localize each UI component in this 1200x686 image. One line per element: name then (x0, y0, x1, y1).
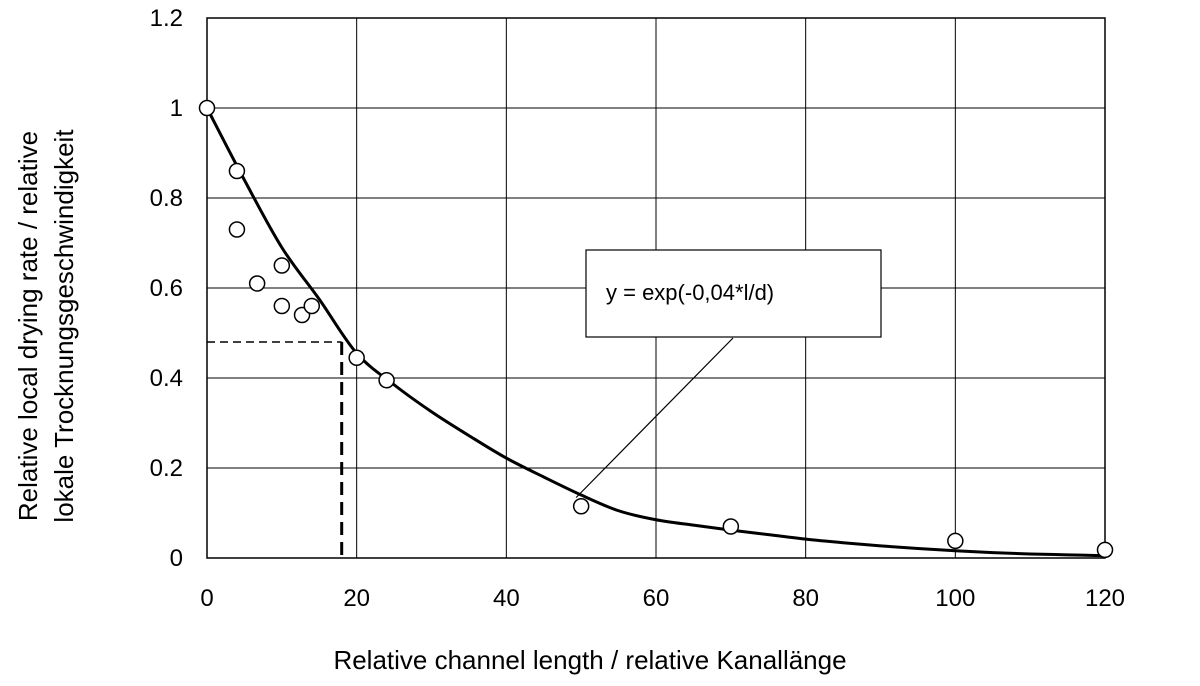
x-tick-label: 120 (1085, 585, 1125, 612)
plot-frame (206, 17, 1106, 559)
data-point (378, 372, 395, 389)
data-point (722, 518, 740, 535)
data-point (228, 162, 246, 180)
y-axis-title-line-2: lokale Trocknungsgeschwindigkeit (49, 129, 79, 523)
data-point (1096, 541, 1114, 559)
x-tick-label: 0 (200, 585, 213, 612)
y-tick-labels: 0 0.2 0.4 0.6 0.8 1 1.2 (150, 5, 183, 572)
y-tick-label: 0.4 (150, 365, 183, 392)
y-tick-label: 0.2 (150, 455, 183, 482)
data-point (348, 349, 365, 366)
x-axis-title: Relative channel length / relative Kanal… (333, 645, 846, 675)
y-tick-label: 0.8 (150, 185, 183, 212)
data-point (248, 275, 266, 292)
reference-lines (207, 341, 344, 558)
x-tick-label: 80 (792, 585, 819, 612)
equation-annotation: y = exp(-0,04*l/d) (585, 249, 882, 338)
data-point (273, 257, 291, 274)
data-point (303, 297, 321, 315)
y-axis-title: Relative local drying rate / relative lo… (13, 129, 79, 523)
annotation-box (585, 249, 882, 338)
annotation-leader-line (575, 337, 734, 498)
data-point (228, 221, 246, 238)
y-tick-label: 1 (170, 95, 183, 122)
y-tick-label: 0.6 (150, 275, 183, 302)
annotation-text: y = exp(-0,04*l/d) (606, 280, 774, 305)
x-tick-label: 100 (935, 585, 975, 612)
y-tick-label: 0 (170, 545, 183, 572)
data-point (273, 297, 291, 315)
x-tick-label: 60 (643, 585, 670, 612)
data-point (947, 532, 964, 550)
data-point (198, 99, 216, 117)
data-point (572, 498, 590, 515)
y-tick-label: 1.2 (150, 5, 183, 32)
fit-curve (205, 107, 1106, 558)
x-tick-labels: 0 20 40 60 80 100 120 (200, 585, 1125, 612)
data-points (198, 99, 1114, 559)
y-axis-title-line-1: Relative local drying rate / relative (13, 131, 43, 521)
x-tick-label: 40 (493, 585, 520, 612)
x-tick-label: 20 (343, 585, 370, 612)
